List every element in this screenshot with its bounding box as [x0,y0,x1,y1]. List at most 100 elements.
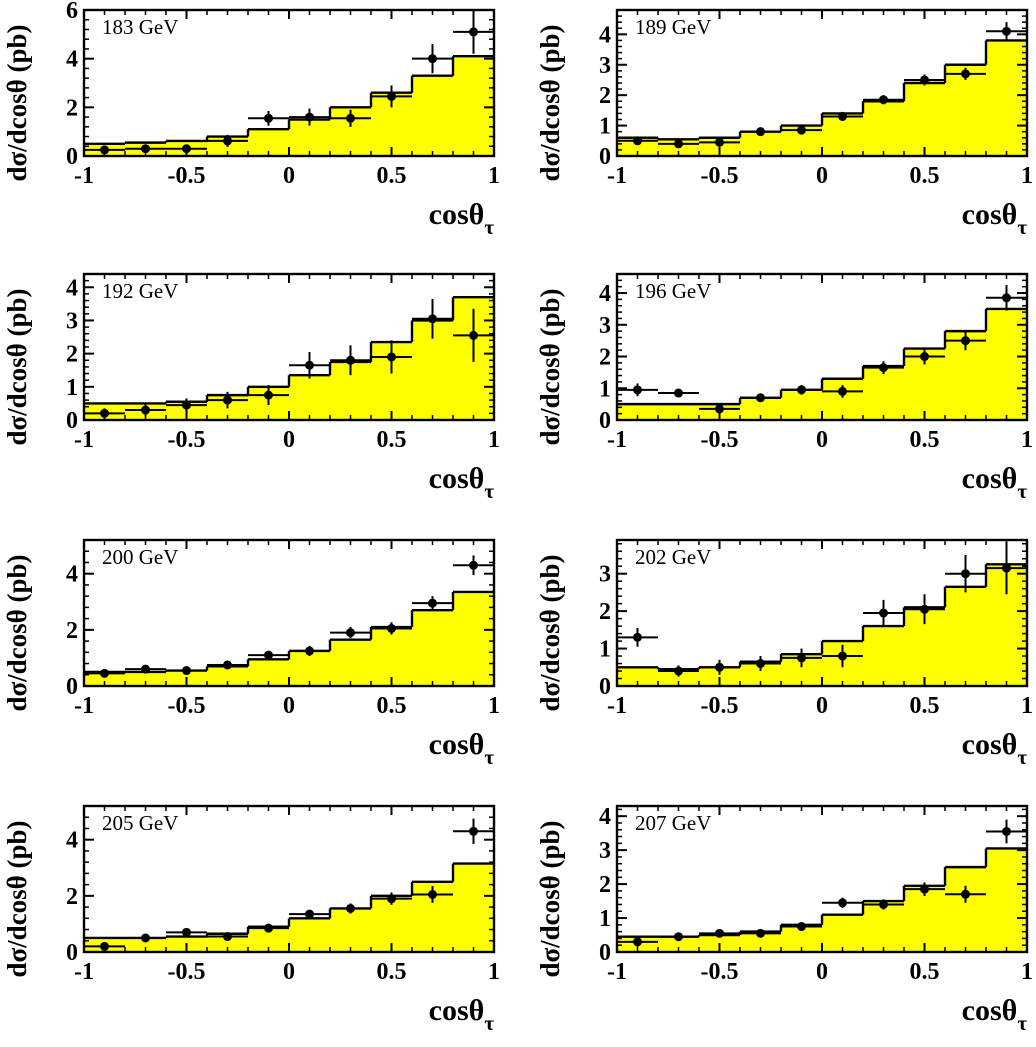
energy-label: 196 GeV [635,279,711,303]
x-axis-title-main: cosθ [429,728,485,761]
x-axis-title: cosθτ [429,198,495,239]
chart-panel-3: -1 -0.5 0 0.5 1 0 1 2 3 4 196 GeV dσ/dcosθ (pb) cosθ… [535,272,1033,503]
data-point [100,145,109,155]
x-axis-title-subscript: τ [1017,745,1027,769]
y-tick-label: 2 [66,342,78,368]
data-point [469,27,478,37]
x-tick-label: -0.5 [701,693,739,719]
data-point [674,388,683,398]
data-point [797,125,806,135]
x-axis-title: cosθτ [429,462,495,503]
x-tick-label: -0.5 [701,427,739,453]
energy-label: 183 GeV [102,15,178,39]
energy-label: 189 GeV [635,15,711,39]
x-axis-title: cosθτ [962,994,1028,1035]
x-tick-label: 0 [816,959,828,985]
y-tick-label: 4 [599,281,611,307]
x-tick-label: 1 [488,427,500,453]
x-tick-label: -1 [607,427,627,453]
chart-panel-6: -1 -0.5 0 0.5 1 0 2 4 205 GeV dσ/dcosθ (pb) cosθτ [2,804,500,1035]
y-tick-label: 3 [66,308,78,334]
data-point [879,899,888,909]
y-tick-label: 1 [66,375,78,401]
x-tick-label: 0.5 [910,693,940,719]
data-point [346,355,355,365]
data-point [879,95,888,105]
energy-label: 200 GeV [102,545,178,569]
y-tick-label: 4 [66,828,78,854]
data-point [756,393,765,403]
data-point [879,363,888,373]
y-tick-label: 1 [599,637,611,663]
data-point [469,560,478,570]
x-axis-title-subscript: τ [1017,1011,1027,1035]
data-point [141,405,150,415]
data-point [305,646,314,656]
y-tick-label: 2 [66,95,78,121]
x-axis-title: cosθτ [962,198,1028,239]
data-point [346,628,355,638]
y-axis-title: dσ/dcosθ (pb) [2,24,32,181]
x-tick-label: -1 [74,959,94,985]
data-point [428,598,437,608]
chart-panel-0: -1 -0.5 0 0.5 1 0 2 4 6 183 GeV dσ/dcosθ (pb) cosθτ [2,0,500,239]
y-tick-label: 4 [66,562,78,588]
energy-label: 202 GeV [635,545,711,569]
x-tick-label: 0.5 [910,427,940,453]
data-point [674,666,683,676]
data-point [633,136,642,146]
x-tick-label: -0.5 [168,693,206,719]
x-axis-title: cosθτ [962,728,1028,769]
chart-panel-2: -1 -0.5 0 0.5 1 0 1 2 3 4 192 GeV dσ/dcosθ (pb) cosθ… [2,272,500,503]
data-point [838,651,847,661]
x-tick-label: -1 [607,693,627,719]
x-tick-label: 0 [816,693,828,719]
data-point [838,111,847,121]
x-tick-label: 0.5 [910,959,940,985]
histogram-area [84,591,494,686]
y-axis-title: dσ/dcosθ (pb) [535,288,565,445]
data-point [223,660,232,670]
data-point [920,884,929,894]
x-tick-label: -1 [607,959,627,985]
y-tick-label: 1 [599,114,611,140]
data-point [920,75,929,85]
data-point [264,390,273,400]
data-point [182,666,191,676]
x-tick-label: 0.5 [377,959,407,985]
y-tick-label: 4 [599,22,611,48]
data-point [1002,563,1011,573]
x-tick-label: 0 [283,427,295,453]
data-point [961,336,970,346]
data-point [141,933,150,943]
data-point [633,632,642,642]
data-point [223,136,232,146]
data-point [1002,26,1011,36]
chart-panel-4: -1 -0.5 0 0.5 1 0 2 4 200 GeV dσ/dcosθ (pb) cosθτ [2,538,500,769]
energy-label: 207 GeV [635,811,711,835]
y-tick-label: 0 [66,408,78,434]
data-point [1002,826,1011,836]
data-point [633,385,642,395]
data-point [1002,293,1011,303]
chart-panel-5: -1 -0.5 0 0.5 1 0 1 2 3 202 GeV dσ/dcosθ (pb) cosθτ [535,538,1033,769]
chart-panel-1: -1 -0.5 0 0.5 1 0 1 2 3 4 189 GeV dσ/dcosθ (pb) cosθ… [535,8,1033,239]
y-axis-title: dσ/dcosθ (pb) [2,554,32,711]
y-tick-label: 0 [599,144,611,170]
x-tick-label: -1 [74,427,94,453]
histogram-area [84,863,494,952]
data-point [264,650,273,660]
data-point [100,941,109,951]
x-tick-label: -1 [74,163,94,189]
x-tick-label: -1 [607,163,627,189]
x-axis-title-subscript: τ [1017,215,1027,239]
data-point [715,404,724,414]
y-tick-label: 1 [599,376,611,402]
data-point [715,928,724,938]
y-axis-title: dσ/dcosθ (pb) [2,820,32,977]
histogram-area [617,40,1027,156]
x-axis-title-main: cosθ [962,994,1018,1027]
x-tick-label: 1 [1021,959,1033,985]
y-tick-label: 1 [599,906,611,932]
data-point [100,668,109,678]
